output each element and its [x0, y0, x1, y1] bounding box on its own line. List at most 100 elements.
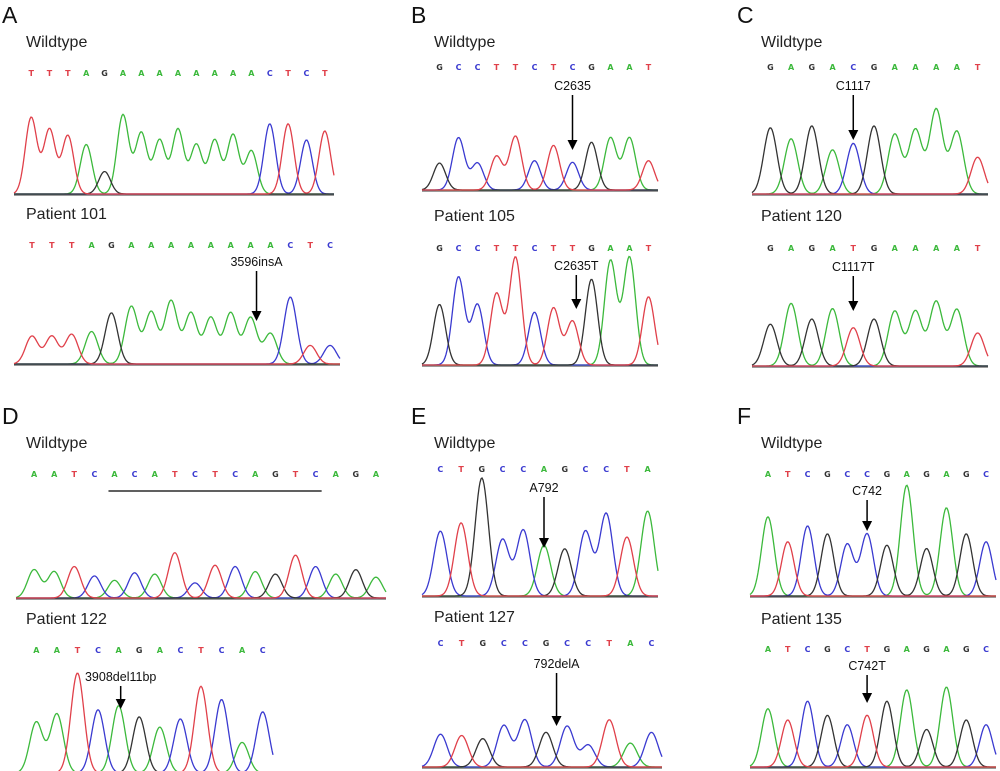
base-call: A — [788, 244, 795, 253]
trace-a — [749, 686, 996, 768]
base-call: T — [212, 470, 218, 479]
base-call: T — [864, 645, 870, 654]
trace-t — [13, 333, 340, 365]
base-call: G — [588, 63, 595, 72]
base-call: A — [904, 645, 911, 654]
base-call: G — [272, 470, 279, 479]
trace-t — [422, 135, 659, 191]
base-call: C — [844, 645, 850, 654]
base-call: G — [436, 63, 443, 72]
base-call: C — [983, 645, 989, 654]
base-call: T — [551, 63, 557, 72]
base-call: C — [501, 639, 507, 648]
base-call: G — [561, 465, 568, 474]
base-call: T — [69, 241, 75, 250]
base-call: A — [228, 241, 235, 250]
base-call: A — [116, 646, 123, 655]
base-call: C — [260, 646, 266, 655]
base-call: A — [168, 241, 175, 250]
base-call: A — [138, 69, 145, 78]
base-call: A — [626, 244, 633, 253]
trace-g — [422, 731, 662, 768]
arrow-head-icon — [115, 699, 126, 709]
base-call: G — [479, 465, 486, 474]
base-call: C — [437, 465, 443, 474]
base-call: T — [198, 646, 204, 655]
base-call: T — [513, 244, 519, 253]
chromatogram-wildtype: G C C T T C T C G A A T C2635 — [421, 63, 659, 192]
base-call: C — [583, 465, 589, 474]
base-call: A — [912, 63, 919, 72]
base-call: G — [543, 639, 550, 648]
trace-a — [14, 299, 340, 365]
base-call: C — [313, 470, 319, 479]
trace-c — [14, 123, 334, 195]
trace-a — [422, 510, 659, 597]
base-call: T — [459, 639, 465, 648]
base-call: A — [33, 646, 40, 655]
base-call: C — [850, 63, 856, 72]
base-call: C — [456, 244, 462, 253]
trace-a — [422, 255, 658, 366]
mutation-label: C2635T — [554, 259, 599, 273]
trace-t — [752, 327, 989, 367]
base-call: A — [120, 69, 127, 78]
base-call: T — [49, 241, 55, 250]
chromatogram-patient: A T C G C T G A G A G C C742T — [749, 645, 997, 769]
base-call: A — [765, 645, 772, 654]
base-call: C — [177, 646, 183, 655]
base-call: T — [785, 470, 791, 479]
panel-label: F — [737, 403, 752, 429]
trace-g — [421, 141, 658, 191]
base-call: C — [95, 646, 101, 655]
base-call: T — [47, 69, 53, 78]
trace-a — [752, 107, 988, 195]
mutation-label: C1117 — [836, 79, 871, 93]
base-call: A — [230, 69, 237, 78]
arrow-head-icon — [539, 538, 549, 548]
base-call: C — [532, 244, 538, 253]
base-call: A — [765, 470, 772, 479]
base-call: A — [607, 63, 614, 72]
trace-g — [121, 716, 158, 771]
trace-a — [752, 300, 988, 367]
base-call: G — [136, 646, 143, 655]
base-call: C — [844, 470, 850, 479]
base-call: G — [108, 241, 115, 250]
base-call: C — [570, 63, 576, 72]
base-call: A — [208, 241, 215, 250]
base-call: A — [788, 63, 795, 72]
trace-title-wildtype: Wildtype — [434, 34, 496, 51]
base-call: T — [65, 69, 71, 78]
base-call: A — [943, 470, 950, 479]
chromatogram-patient: G C C T T C T T G A A T C2635T — [421, 244, 659, 367]
trace-title-patient: Patient 127 — [434, 609, 515, 626]
base-call: A — [333, 470, 340, 479]
base-call: G — [588, 244, 595, 253]
base-call: A — [645, 465, 652, 474]
base-call: T — [975, 63, 981, 72]
base-call: C — [522, 639, 528, 648]
base-call: A — [188, 241, 195, 250]
base-call: G — [809, 63, 816, 72]
base-call: G — [884, 645, 891, 654]
trace-a — [422, 742, 662, 768]
mutation-label: C742T — [848, 659, 886, 673]
panel-label: D — [2, 403, 19, 429]
base-call: A — [829, 244, 836, 253]
base-call: C — [132, 470, 138, 479]
base-call: C — [532, 63, 538, 72]
trace-c — [421, 718, 663, 768]
trace-title-patient: Patient 120 — [761, 208, 842, 225]
base-call: G — [871, 244, 878, 253]
base-call: C — [304, 69, 310, 78]
base-call: A — [239, 646, 246, 655]
base-call: A — [252, 470, 259, 479]
trace-title-wildtype: Wildtype — [761, 435, 823, 452]
trace-title-wildtype: Wildtype — [26, 435, 88, 452]
base-call: T — [28, 69, 34, 78]
trace-title-patient: Patient 135 — [761, 611, 842, 628]
base-call: A — [373, 470, 380, 479]
base-call: A — [626, 63, 633, 72]
